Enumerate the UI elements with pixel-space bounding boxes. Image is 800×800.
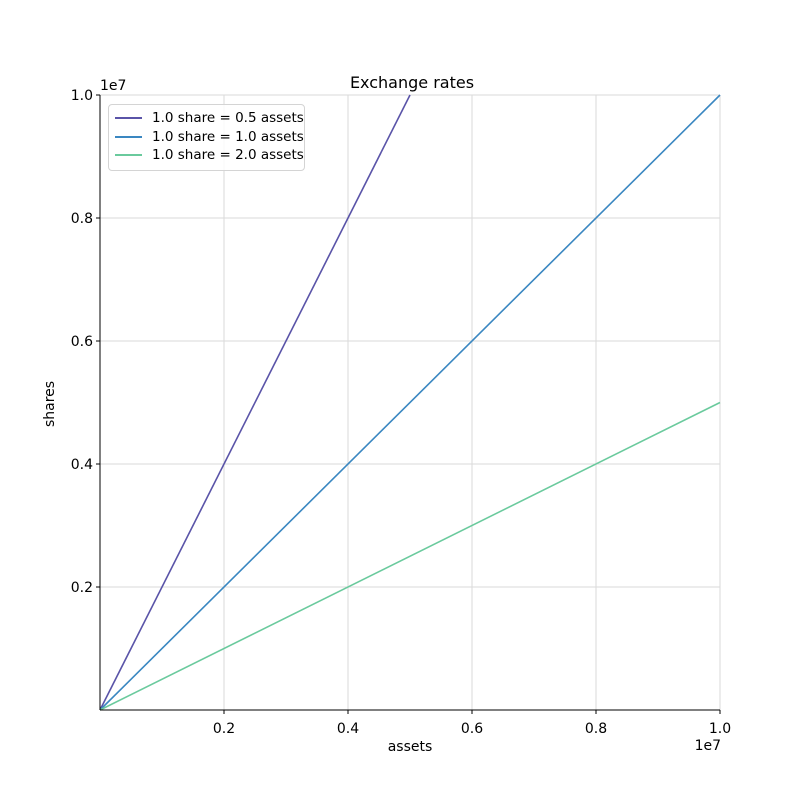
legend-item: 1.0 share = 0.5 assets xyxy=(115,109,304,128)
y-tick-label: 0.2 xyxy=(71,580,93,596)
y-tick-label: 0.8 xyxy=(71,211,93,227)
legend-line-swatch xyxy=(115,154,142,157)
legend-item: 1.0 share = 1.0 assets xyxy=(115,128,304,147)
series-line-1 xyxy=(99,94,721,711)
x-tick-label: 0.8 xyxy=(585,721,607,737)
legend-item: 1.0 share = 2.0 assets xyxy=(115,146,304,165)
legend: 1.0 share = 0.5 assets 1.0 share = 1.0 as… xyxy=(108,104,305,171)
series-lines xyxy=(99,94,721,711)
y-tick-label: 0.6 xyxy=(71,334,93,350)
legend-line-swatch xyxy=(115,117,142,120)
x-tick-label: 0.6 xyxy=(461,721,483,737)
legend-label: 1.0 share = 2.0 assets xyxy=(152,147,304,163)
axes-spines-and-ticks xyxy=(96,94,721,714)
series-line-0 xyxy=(99,94,411,711)
y-tick-label: 0.4 xyxy=(71,457,93,473)
tick-labels: 0.2 0.4 0.6 0.8 1.0 0.2 0.4 0.6 0.8 1.0 xyxy=(71,88,731,737)
x-axis-label: assets xyxy=(388,739,433,755)
x-tick-label: 0.4 xyxy=(337,721,359,737)
y-axis-label: shares xyxy=(42,381,58,427)
x-tick-label: 0.2 xyxy=(213,721,235,737)
x-tick-label: 1.0 xyxy=(709,721,731,737)
y-offset-text: 1e7 xyxy=(100,78,126,94)
legend-line-swatch xyxy=(115,135,142,138)
y-tick-label: 1.0 xyxy=(71,88,93,104)
legend-label: 1.0 share = 0.5 assets xyxy=(152,110,304,126)
legend-label: 1.0 share = 1.0 assets xyxy=(152,128,304,145)
series-line-2 xyxy=(99,401,721,711)
chart-title: Exchange rates xyxy=(350,73,474,92)
x-offset-text: 1e7 xyxy=(695,738,721,754)
